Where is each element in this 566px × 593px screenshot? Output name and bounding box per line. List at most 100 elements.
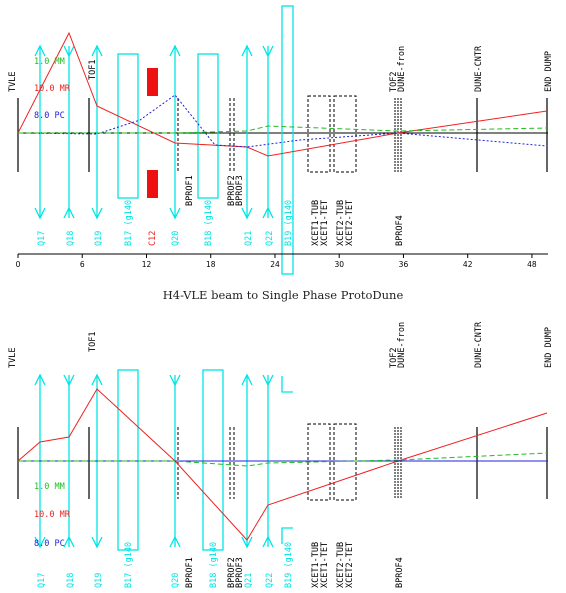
label-b18-bottom: B18 (g140	[209, 542, 219, 588]
x-tick-label: 12	[142, 260, 152, 269]
x-tick-label: 6	[80, 260, 85, 269]
label-tof1-top: TOF1	[88, 60, 98, 80]
legend-mm-bottom: 1.0 MM	[34, 482, 65, 492]
q18-arrow-icon-b	[63, 374, 75, 387]
c12-collimator-lower	[147, 170, 158, 198]
label-xcet1-tet-top: XCET1-TET	[320, 200, 330, 246]
label-bprof3-top: BPROF3	[235, 175, 245, 206]
q18-arrow-icon	[63, 45, 75, 58]
label-dune-cntr-top: DUNE-CNTR	[474, 45, 484, 92]
q17-arrow-up-icon	[34, 44, 46, 57]
legend-pc-bottom: 8.0 PC	[34, 539, 65, 549]
quad-group-top	[34, 44, 274, 220]
x-axis-ticks: 0 6 12 18 24 30 36 42 48	[16, 254, 537, 269]
label-dune-cntr-bottom: DUNE-CNTR	[474, 321, 484, 368]
label-bprof2-bottom: BPROF2	[227, 557, 237, 588]
q21-arrow-icon-2	[241, 207, 253, 220]
label-xcet2-tet-top: XCET2-TET	[345, 200, 355, 246]
q21-arrow-icon	[241, 44, 253, 57]
label-q18-top: Q18	[66, 231, 76, 246]
q22-arrow-icon-2	[262, 206, 274, 219]
mr-trace-top	[17, 31, 548, 157]
label-tof1-bottom: TOF1	[88, 332, 98, 352]
label-tof2-bottom: TOF2	[389, 348, 399, 368]
label-bprof1-bottom: BPROF1	[185, 557, 195, 588]
label-q19-bottom: Q19	[94, 573, 104, 588]
label-bprof1-top: BPROF1	[185, 175, 195, 206]
xcet2-box	[333, 95, 357, 173]
legend-mm-top: 1.0 MM	[34, 57, 65, 67]
label-q19-top: Q19	[94, 231, 104, 246]
x-tick-label: 24	[270, 260, 280, 269]
x-tick-label: 48	[527, 260, 537, 269]
x-tick-label: 36	[399, 260, 409, 269]
mm-trace-top	[18, 125, 548, 134]
x-tick-label: 30	[334, 260, 344, 269]
label-q17-top: Q17	[37, 231, 47, 246]
q22-arrow-icon-b	[262, 374, 274, 387]
q20-arrow-icon	[169, 44, 181, 57]
label-bprof4-top: BPROF4	[395, 215, 405, 246]
label-dune-front-bottom: DUNE-fron	[397, 322, 407, 368]
b18-dipole	[197, 53, 219, 199]
label-tvle-top: TVLE	[8, 72, 18, 92]
label-bprof2-top: BPROF2	[227, 175, 237, 206]
q17-arrow-icon-b	[34, 373, 46, 386]
label-b17-bottom: B17 (g140	[124, 542, 134, 588]
xcet1-box-bottom	[307, 423, 331, 501]
b19-dipole-upper	[281, 376, 293, 393]
xcet2-box-bottom	[333, 423, 357, 501]
label-q22-top: Q22	[265, 231, 275, 246]
q19-arrow-icon-b2	[91, 536, 103, 549]
figure-caption: H4-VLE beam to Single Phase ProtoDune	[163, 288, 404, 302]
label-dune-front-top: DUNE-fron	[397, 46, 407, 92]
q20-arrow-icon-b	[169, 374, 181, 387]
label-b19-bottom: B19 (g140	[284, 542, 294, 588]
q20-arrow-icon-b2	[169, 535, 181, 548]
q18-arrow-icon-2	[63, 206, 75, 219]
q20-arrow-icon-2	[169, 207, 181, 220]
label-xcet1-tub-top: XCET1-TUB	[311, 200, 321, 246]
c12-collimator-upper	[147, 68, 158, 96]
label-tvle-bottom: TVLE	[8, 348, 18, 368]
label-q18-bottom: Q18	[66, 573, 76, 588]
label-q20-bottom: Q20	[171, 573, 181, 588]
label-xcet2-tub-top: XCET2-TUB	[336, 200, 346, 246]
label-xcet1-tet-bottom: XCET1-TET	[320, 542, 330, 588]
b18-dipole-bottom	[202, 369, 224, 551]
q22-arrow-icon-b2	[262, 535, 274, 548]
label-q22-bottom: Q22	[265, 573, 275, 588]
legend-pc-top: 8.0 PC	[34, 111, 65, 121]
label-bprof4-bottom: BPROF4	[395, 557, 405, 588]
label-q21-top: Q21	[244, 231, 254, 246]
label-b17-top: B17 (g140	[124, 200, 134, 246]
label-b19-top: B19 (g140	[284, 200, 294, 246]
xcet1-box	[307, 95, 331, 173]
label-c12-top: C12	[148, 231, 158, 246]
q19-arrow-icon-2	[91, 207, 103, 220]
q22-arrow-icon	[262, 45, 274, 58]
q17-arrow-icon-b2	[34, 536, 46, 549]
q19-arrow-icon-b	[91, 373, 103, 386]
label-q17-bottom: Q17	[37, 573, 47, 588]
legend-mr-top: 10.0 MR	[34, 84, 71, 94]
label-end-dump-bottom: END DUMP	[544, 327, 554, 368]
b19-dipole-lower	[281, 527, 293, 544]
label-xcet2-tet-bottom: XCET2-TET	[345, 542, 355, 588]
label-bprof3-bottom: BPROF3	[235, 557, 245, 588]
b17-dipole-bottom	[117, 369, 139, 551]
panel-top: 1.0 MM 10.0 MR 8.0 PC TVLE TOF1 TOF2 DUN…	[8, 5, 554, 302]
q17-arrow-down-icon	[34, 207, 46, 220]
panel-bottom: 1.0 MM 10.0 MR 8.0 PC TVLE TOF1 TOF2 DUN…	[8, 321, 554, 588]
x-tick-label: 0	[16, 260, 21, 269]
x-tick-label: 18	[206, 260, 216, 269]
label-end-dump-top: END DUMP	[544, 51, 554, 92]
label-xcet1-tub-bottom: XCET1-TUB	[311, 542, 321, 588]
label-tof2-top: TOF2	[389, 72, 399, 92]
legend-mr-bottom: 10.0 MR	[34, 510, 71, 520]
mm-trace-bottom	[18, 452, 548, 467]
label-q21-bottom: Q21	[244, 573, 254, 588]
x-tick-label: 42	[463, 260, 473, 269]
